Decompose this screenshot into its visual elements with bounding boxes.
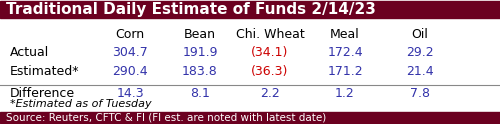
Text: Chi. Wheat: Chi. Wheat bbox=[236, 29, 304, 41]
Text: 172.4: 172.4 bbox=[327, 46, 363, 59]
Text: Traditional Daily Estimate of Funds 2/14/23: Traditional Daily Estimate of Funds 2/14… bbox=[6, 2, 376, 17]
Text: 183.8: 183.8 bbox=[182, 65, 218, 78]
Text: Meal: Meal bbox=[330, 29, 360, 41]
Text: 304.7: 304.7 bbox=[112, 46, 148, 59]
Text: 2.2: 2.2 bbox=[260, 87, 280, 100]
Text: 171.2: 171.2 bbox=[327, 65, 363, 78]
FancyBboxPatch shape bbox=[0, 112, 500, 124]
Text: 7.8: 7.8 bbox=[410, 87, 430, 100]
Text: 21.4: 21.4 bbox=[406, 65, 434, 78]
Text: Bean: Bean bbox=[184, 29, 216, 41]
Text: *Estimated as of Tuesday: *Estimated as of Tuesday bbox=[10, 99, 152, 109]
Text: Corn: Corn bbox=[116, 29, 144, 41]
Text: Estimated*: Estimated* bbox=[10, 65, 80, 78]
Text: Source: Reuters, CFTC & FI (FI est. are noted with latest date): Source: Reuters, CFTC & FI (FI est. are … bbox=[6, 113, 326, 123]
Text: 29.2: 29.2 bbox=[406, 46, 434, 59]
Text: 14.3: 14.3 bbox=[116, 87, 144, 100]
Text: 8.1: 8.1 bbox=[190, 87, 210, 100]
Text: Difference: Difference bbox=[10, 87, 75, 100]
Text: 1.2: 1.2 bbox=[335, 87, 355, 100]
Text: 290.4: 290.4 bbox=[112, 65, 148, 78]
FancyBboxPatch shape bbox=[0, 0, 500, 18]
Text: Actual: Actual bbox=[10, 46, 49, 59]
Text: Oil: Oil bbox=[412, 29, 428, 41]
Text: (34.1): (34.1) bbox=[252, 46, 288, 59]
Text: 191.9: 191.9 bbox=[182, 46, 218, 59]
Text: (36.3): (36.3) bbox=[252, 65, 288, 78]
